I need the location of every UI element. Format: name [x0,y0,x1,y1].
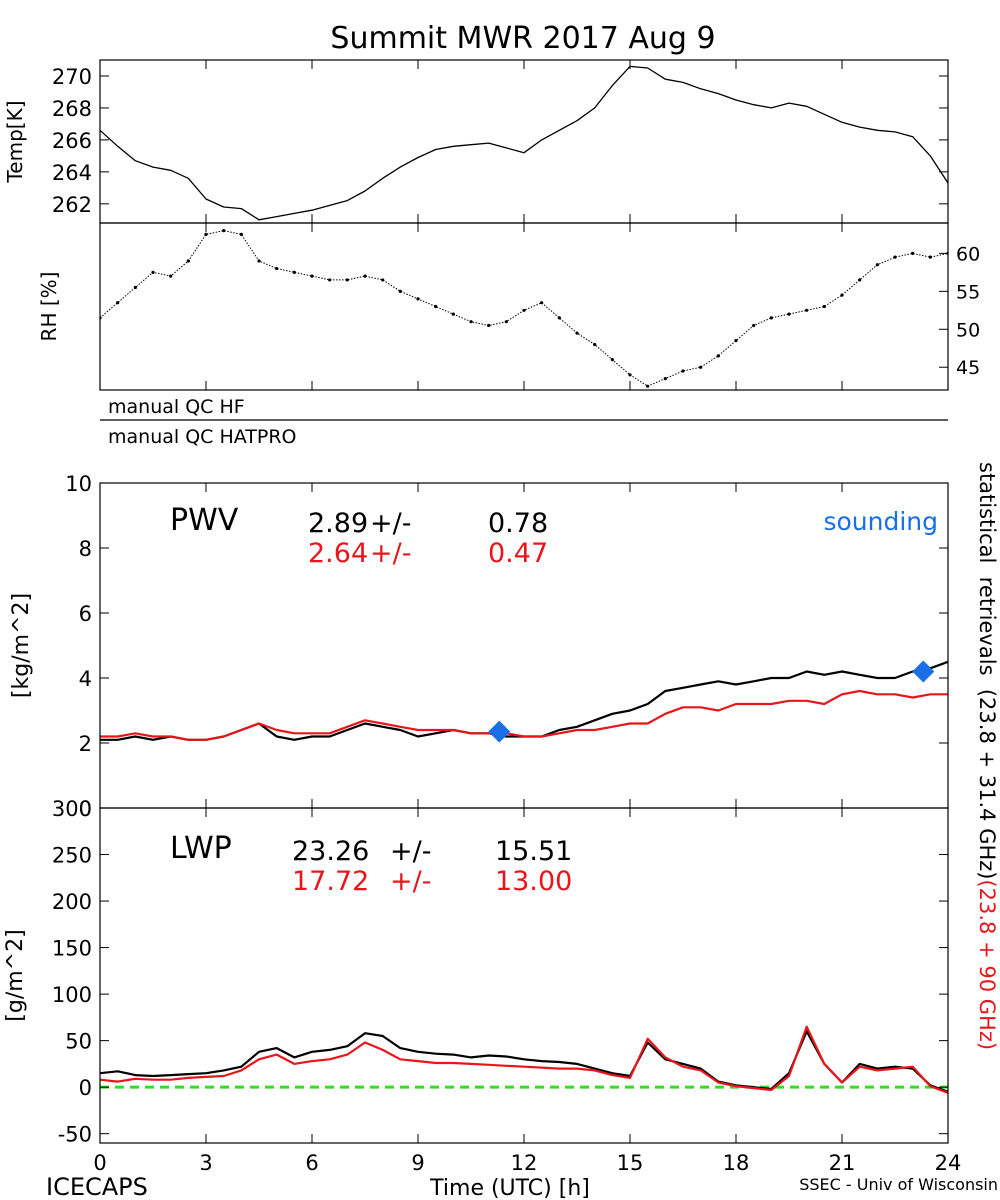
xtick-label: 6 [305,1151,318,1175]
rh-frame [99,222,949,391]
pwv-ylabel: [kg/m^2] [9,593,34,698]
lwp-series-black [100,1030,948,1093]
rh-point [911,251,915,255]
pwv-stat-black-sd: 0.78 [488,508,548,539]
rh-point [328,278,332,282]
pwv-stat-black-mean: 2.89 [308,508,368,539]
lwp-stat-black-pm: +/- [390,836,431,867]
pwv-stat-red: 2.64+/- 0.47 [308,538,548,569]
lwp-ytick-label: 300 [52,797,92,821]
temp-series-line [100,65,948,221]
figure-title: Summit MWR 2017 Aug 9 [330,21,715,56]
temp-ytick-label: 266 [52,129,92,153]
pwv-ytick-label: 8 [79,537,92,561]
side-label-red: (23.8 + 90 GHz) [975,879,999,1050]
footer-right: SSEC - Univ of Wisconsin [799,1175,998,1194]
pwv-stat-red-pm: +/- [370,538,411,569]
rh-series-line [100,230,948,387]
xtick-label: 0 [93,1151,106,1175]
pwv-label: PWV [170,503,239,538]
rh-ylabel: RH [%] [37,272,61,342]
qc-hf-label: manual QC HF [108,396,245,418]
rh-point [787,312,791,316]
footer-left: ICECAPS [46,1173,148,1200]
rh-point [310,274,314,278]
xtick-label: 21 [829,1151,856,1175]
sounding-label: sounding [823,507,938,536]
pwv-ytick-label: 4 [79,667,92,691]
pwv-stat-black: 2.89+/- 0.78 [308,508,548,539]
rh-ytick-label: 55 [956,281,980,303]
rh-point [222,228,226,233]
lwp-stat-red: 17.72 +/- 13.00 [292,866,572,897]
lwp-ytick-label: 250 [52,844,92,868]
pwv-ytick-label: 6 [79,602,92,626]
xtick-label: 24 [935,1151,962,1175]
lwp-ylabel: [g/m^2] [3,929,28,1021]
rh-ytick-label: 50 [956,319,980,341]
rh-points [100,228,948,388]
lwp-stat-red-mean: 17.72 [292,866,369,897]
side-label-vertical: statistical retrievals (23.8 + 31.4 GHz)… [975,462,999,1050]
lwp-series-red [100,1025,948,1094]
temp-ylabel: Temp[K] [3,100,27,183]
temp-ytick-label: 262 [52,193,92,217]
lwp-stat-red-sd: 13.00 [495,866,572,897]
lwp-label: LWP [170,831,232,866]
pwv-ytick-label: 2 [79,732,92,756]
rh-ytick-label: 45 [956,357,980,379]
lwp-ytick-label: -50 [58,1123,92,1147]
lwp-stat-black: 23.26 +/- 15.51 [292,836,572,867]
pwv-series-black [100,660,948,741]
series-layer [100,65,948,1094]
temp-frame [99,59,949,224]
xtick-label: 9 [411,1151,424,1175]
lwp-ytick-label: 50 [65,1030,92,1054]
lwp-ytick-label: 0 [79,1076,92,1100]
sounding-marker [488,720,511,743]
lwp-stat-red-pm: +/- [390,866,431,897]
side-label-black: statistical retrievals (23.8 + 31.4 GHz) [975,462,999,879]
rh-point [292,270,296,274]
x-axis-title: Time (UTC) [h] [429,1176,590,1200]
pwv-series-red [100,689,948,741]
rh-point [805,308,809,312]
xtick-label: 3 [199,1151,212,1175]
sounding-marker [912,660,935,683]
rh-point [928,255,932,259]
frame-layer [99,59,949,1144]
xtick-label: 18 [723,1151,750,1175]
lwp-stat-black-sd: 15.51 [495,836,572,867]
pwv-stat-black-pm: +/- [370,508,411,539]
pwv-stat-red-mean: 2.64 [308,538,368,569]
rh-point [504,320,508,324]
qc-hatpro-label: manual QC HATPRO [108,426,297,448]
lwp-ytick-label: 100 [52,983,92,1007]
xtick-label: 12 [511,1151,538,1175]
pwv-stat-red-sd: 0.47 [488,538,548,569]
temp-ytick-label: 264 [52,161,92,185]
xtick-label: 15 [617,1151,644,1175]
temp-ytick-label: 268 [52,97,92,121]
pwv-ytick-label: 10 [65,472,92,496]
rh-point [345,278,349,282]
lwp-ytick-label: 200 [52,890,92,914]
rh-ytick-label: 60 [956,243,980,265]
lwp-stat-black-mean: 23.26 [292,836,369,867]
pwv-ytick-label: 0 [79,797,92,821]
temp-ytick-label: 270 [52,65,92,89]
rh-point [363,274,367,278]
lwp-ytick-label: 150 [52,937,92,961]
